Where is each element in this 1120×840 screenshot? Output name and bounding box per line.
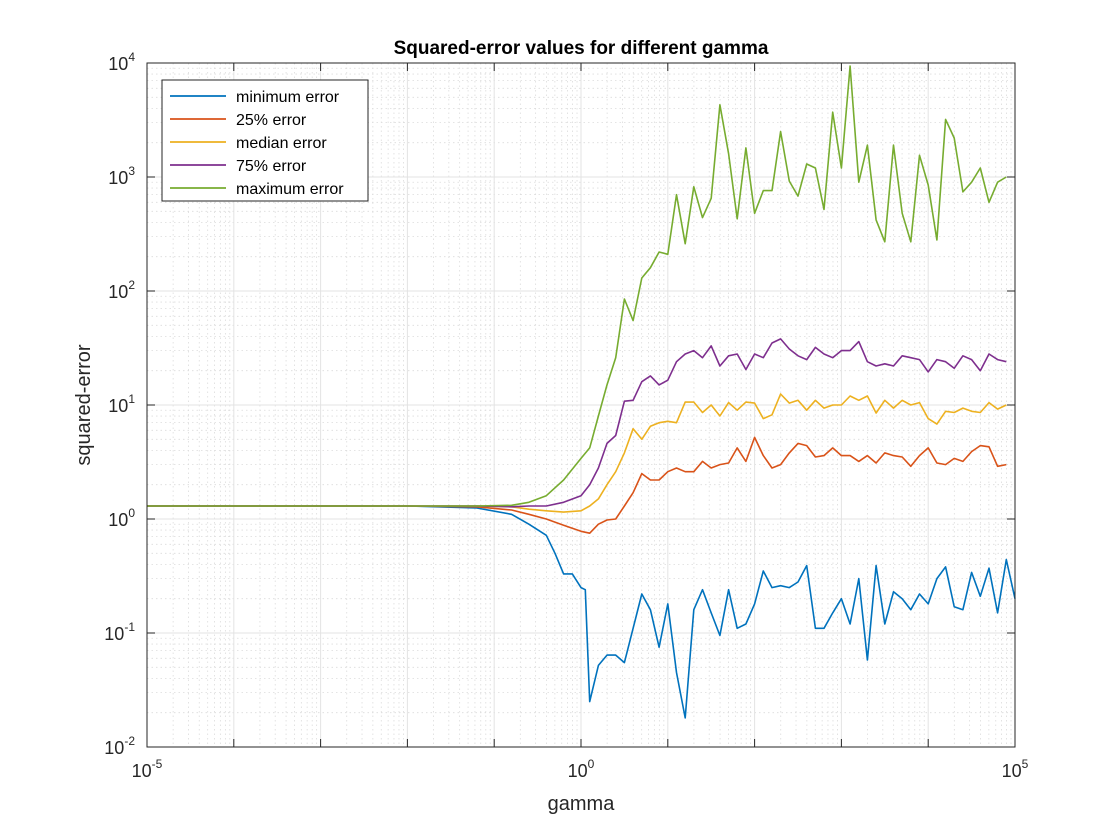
y-tick-label: 10-2 [104, 734, 135, 758]
legend-label-25pct-error: 25% error [236, 112, 307, 129]
y-tick-label: 101 [108, 392, 135, 416]
y-tick-label: 104 [108, 50, 135, 74]
series-line-25pct-error [147, 436, 1007, 535]
y-tick-label: 102 [108, 278, 135, 302]
chart-title: Squared-error values for different gamma [394, 38, 769, 59]
y-tick-label: 10-1 [104, 620, 135, 644]
y-axis-title: squared-error [73, 344, 95, 466]
tick-labels: 10-2 10-1 100 101 102 103 104 10-5 100 105 [104, 50, 1028, 781]
ticks [146, 62, 1016, 748]
legend-label-maximum-error: maximum error [236, 181, 344, 198]
legend-label-median-error: median error [236, 135, 327, 152]
legend-label-75pct-error: 75% error [236, 158, 307, 175]
legend-box [161, 79, 369, 202]
x-tick-label: 100 [568, 757, 595, 781]
legend-label-minimum-error: minimum error [236, 89, 340, 106]
series-line-minimum-error [147, 505, 1016, 719]
grid [146, 62, 1016, 748]
series-line-median-error [147, 393, 1007, 513]
y-tick-label: 103 [108, 164, 135, 188]
series-line-75pct-error [147, 338, 1007, 508]
y-tick-label: 100 [108, 506, 135, 530]
x-tick-label: 10-5 [132, 757, 163, 781]
series-layer [147, 65, 1016, 719]
x-tick-label: 105 [1002, 757, 1029, 781]
x-axis-title: gamma [548, 793, 616, 815]
series-line-maximum-error [147, 65, 1007, 507]
legend: minimum error 25% error median error 75% er… [161, 79, 369, 202]
